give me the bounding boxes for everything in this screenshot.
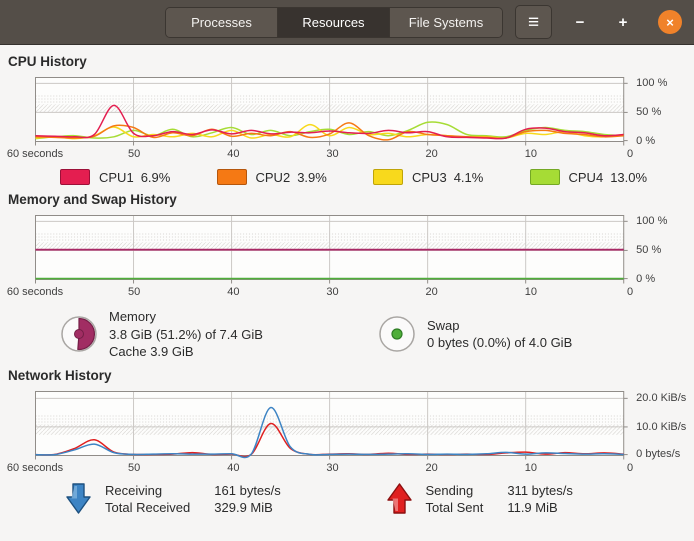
cpu-section: CPU History 100 % 50 % 0 % 60 seconds 50 40 3… xyxy=(7,54,686,185)
x-axis-label: 0 xyxy=(626,148,634,160)
x-axis-label: 50 xyxy=(128,286,141,298)
swap-label: Swap xyxy=(427,317,460,333)
legend-item-cpu4: CPU4 13.0% xyxy=(529,169,687,185)
cpu-history-chart xyxy=(35,77,628,147)
primary-menu-button[interactable]: ≡ xyxy=(515,5,552,39)
y-axis-label: 10.0 KiB/s xyxy=(636,420,687,433)
receiving-down-arrow-icon xyxy=(66,482,91,514)
swap-pie-icon xyxy=(378,315,416,353)
network-history-chart xyxy=(35,390,628,461)
memory-label: Memory xyxy=(109,309,156,324)
cpu4-value: 13.0% xyxy=(610,169,648,185)
total-received-label: Total Received xyxy=(105,499,191,515)
y-axis-label: 20.0 KiB/s xyxy=(636,391,687,404)
x-axis-label: 0 xyxy=(626,286,634,298)
x-axis-label: 40 xyxy=(227,286,240,298)
legend-item-cpu2: CPU2 3.9% xyxy=(216,169,374,185)
maximize-button[interactable]: + xyxy=(615,14,631,31)
y-axis-label: 100 % xyxy=(636,77,668,90)
x-axis-label: 30 xyxy=(326,461,339,474)
network-legend: Receiving 161 bytes/s Total Received 329… xyxy=(65,482,686,515)
cpu2-label: CPU2 xyxy=(255,169,291,185)
x-axis-label: 0 xyxy=(626,461,634,474)
memory-section: Memory and Swap History 100 % 50 % 0 % 60 … xyxy=(7,192,686,361)
memory-swap-legend: Memory 3.8 GiB (51.2%) of 7.4 GiB Cache … xyxy=(60,308,686,361)
memory-pie-icon xyxy=(60,315,98,353)
x-axis-label: 30 xyxy=(326,148,339,160)
cpu2-value: 3.9% xyxy=(297,169,327,185)
swap-legend-item: Swap 0 bytes (0.0%) of 4.0 GiB xyxy=(368,308,686,361)
y-axis-label: 100 % xyxy=(636,215,668,228)
memory-legend-item: Memory 3.8 GiB (51.2%) of 7.4 GiB Cache … xyxy=(60,308,368,361)
y-axis-label: 0 % xyxy=(636,272,656,285)
cpu-y-axis: 100 % 50 % 0 % xyxy=(628,77,686,147)
resources-view: CPU History 100 % 50 % 0 % 60 seconds 50 40 3… xyxy=(0,45,694,515)
x-axis-label: 20 xyxy=(425,148,438,160)
y-axis-label: 0 bytes/s xyxy=(636,448,681,461)
total-sent-label: Total Sent xyxy=(425,499,484,515)
legend-item-cpu3: CPU3 4.1% xyxy=(373,169,530,185)
cpu-x-axis: 60 seconds 50 40 30 20 10 0 xyxy=(7,147,634,160)
x-axis-label: 60 seconds xyxy=(6,461,64,474)
memory-cache: Cache 3.9 GiB xyxy=(109,344,194,360)
memory-y-axis: 100 % 50 % 0 % xyxy=(628,215,686,285)
close-icon: × xyxy=(666,14,674,30)
x-axis-label: 50 xyxy=(128,461,141,474)
window-controls: − + × xyxy=(572,10,682,34)
sending-up-arrow-icon xyxy=(386,482,412,514)
x-axis-label: 10 xyxy=(524,286,537,298)
cpu4-swatch xyxy=(529,169,560,185)
x-axis-label: 50 xyxy=(128,148,141,160)
sending-label: Sending xyxy=(425,482,474,498)
tab-processes[interactable]: Processes xyxy=(166,7,278,37)
x-axis-label: 40 xyxy=(227,148,240,160)
receiving-legend-item: Receiving 161 bytes/s Total Received 329… xyxy=(65,482,366,515)
cpu-legend: CPU1 6.9% CPU2 3.9% CPU3 4.1% CPU4 13.0% xyxy=(60,169,686,185)
network-y-axis: 20.0 KiB/s 10.0 KiB/s 0 bytes/s xyxy=(628,391,686,461)
cpu1-swatch xyxy=(60,169,90,185)
y-axis-label: 50 % xyxy=(636,244,662,257)
cpu1-label: CPU1 xyxy=(99,169,134,185)
network-section: Network History 20.0 KiB/s 10.0 KiB/s 0 by… xyxy=(7,367,686,515)
memory-usage: 3.8 GiB (51.2%) of 7.4 GiB xyxy=(109,326,263,342)
receiving-rate: 161 bytes/s xyxy=(214,482,281,498)
x-axis-label: 40 xyxy=(227,461,240,474)
close-button[interactable]: × xyxy=(658,10,682,34)
total-sent-value: 11.9 MiB xyxy=(507,499,558,515)
x-axis-label: 60 seconds xyxy=(6,286,64,298)
network-x-axis: 60 seconds 50 40 30 20 10 0 xyxy=(7,461,634,474)
memory-swap-history-chart xyxy=(35,215,628,285)
minimize-button[interactable]: − xyxy=(572,14,588,31)
y-axis-label: 0 % xyxy=(636,134,656,147)
cpu3-value: 4.1% xyxy=(453,169,484,185)
total-received-value: 329.9 MiB xyxy=(214,499,273,515)
x-axis-label: 20 xyxy=(425,286,438,298)
legend-item-cpu1: CPU1 6.9% xyxy=(60,169,217,185)
headerbar: Processes Resources File Systems ≡ − + × xyxy=(0,0,694,45)
y-axis-label: 50 % xyxy=(636,106,662,119)
x-axis-label: 60 seconds xyxy=(6,148,64,160)
cpu1-value: 6.9% xyxy=(140,169,171,185)
x-axis-label: 10 xyxy=(524,148,537,160)
x-axis-label: 20 xyxy=(425,461,438,474)
memory-section-title: Memory and Swap History xyxy=(8,192,177,207)
x-axis-label: 10 xyxy=(524,461,537,474)
receiving-label: Receiving xyxy=(105,482,163,498)
network-section-title: Network History xyxy=(8,367,112,383)
cpu2-swatch xyxy=(216,169,247,185)
view-switcher: Processes Resources File Systems xyxy=(165,6,503,38)
cpu4-label: CPU4 xyxy=(568,169,604,185)
cpu3-label: CPU3 xyxy=(412,169,447,185)
sending-legend-item: Sending 311 bytes/s Total Sent 11.9 MiB xyxy=(366,482,687,515)
sending-rate: 311 bytes/s xyxy=(507,482,573,498)
hamburger-menu-icon: ≡ xyxy=(527,11,540,33)
x-axis-label: 30 xyxy=(326,286,339,298)
tab-file-systems[interactable]: File Systems xyxy=(390,7,502,37)
swap-usage: 0 bytes (0.0%) of 4.0 GiB xyxy=(427,335,573,351)
tab-resources[interactable]: Resources xyxy=(278,7,390,37)
cpu3-swatch xyxy=(373,169,403,185)
cpu-section-title: CPU History xyxy=(8,54,87,69)
memory-x-axis: 60 seconds 50 40 30 20 10 0 xyxy=(7,285,634,298)
